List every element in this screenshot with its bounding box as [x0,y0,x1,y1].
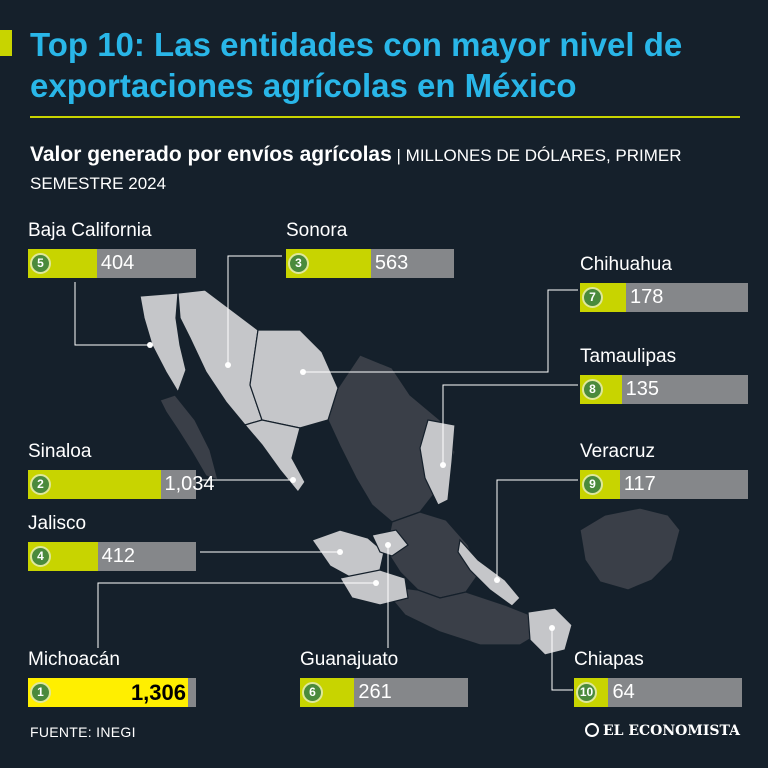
dot-chihuahua [300,369,306,375]
map-region-yucatan [579,507,681,591]
state-name: Michoacán [28,649,120,670]
rank-badge: 3 [288,253,309,274]
rank-badge: 5 [30,253,51,274]
value-bar: 404 [28,249,196,278]
rank-badge: 8 [582,379,603,400]
rank-badge: 2 [30,474,51,495]
map-state-michoacan [339,569,409,606]
title-accent-bar [0,30,12,56]
title-divider [30,116,740,118]
value-bar: 178 [580,283,748,312]
value-bar: 1,306 [28,678,196,707]
value-bar: 64 [574,678,742,707]
state-name: Chiapas [574,649,644,670]
value-bar: 135 [580,375,748,404]
state-name: Sonora [286,220,348,241]
dot-veracruz [494,577,500,583]
value-label: 135 [625,378,660,400]
dot-chiapas [549,625,555,631]
rank-badge: 10 [576,682,597,703]
value-label: 404 [100,252,135,274]
dot-sonora [225,362,231,368]
brand-name: EL ECONOMISTA [602,723,740,739]
state-name: Baja California [28,220,152,241]
value-label: 563 [374,252,409,274]
map-state-baja-california [139,292,187,394]
state-name: Guanajuato [300,649,399,670]
state-name: Veracruz [580,441,655,462]
brand-logo: EL ECONOMISTA [584,723,740,739]
dot-michoacan [373,580,379,586]
map-state-sinaloa [243,419,306,493]
value-label: 117 [623,473,656,495]
leader-michoacan [97,582,376,648]
rank-badge: 7 [582,287,603,308]
rank-badge: 6 [302,682,323,703]
dot-jalisco [337,549,343,555]
leader-sonora [227,255,282,365]
dot-guanajuato [385,542,391,548]
chart-subtitle: Valor generado por envíos agrícolas | MI… [30,141,730,198]
value-bar: 261 [300,678,468,707]
value-label: 178 [629,286,664,308]
value-label: 412 [101,545,136,567]
leader-tamaulipas [442,384,578,465]
subtitle-bold: Valor generado por envíos agrícolas [30,143,392,166]
leader-chiapas [551,628,573,691]
dot-baja-california [147,342,153,348]
value-bar: 563 [286,249,454,278]
subtitle-units: MILLONES DE DÓLARES, PRIMER SEMESTRE 202… [30,146,682,193]
leader-dots [147,342,555,631]
leader-baja-california [74,282,150,346]
chart-title: Top 10: Las entidades con mayor nivel de… [30,26,683,104]
leader-veracruz [496,479,578,580]
state-name: Sinaloa [28,441,92,462]
dot-tamaulipas [440,462,446,468]
map-state-chiapas [527,607,573,656]
state-name: Chihuahua [580,254,672,275]
dot-sinaloa [290,477,296,483]
map-state-sonora [177,289,263,426]
map-state-jalisco [311,529,385,579]
map-state-veracruz [457,538,521,607]
rank-badge: 9 [582,474,603,495]
value-label: 261 [358,681,392,703]
value-bar: 117 [580,470,748,499]
value-label: 1,306 [130,680,186,705]
rank-badge: 1 [30,682,51,703]
brand-circle-icon [584,723,599,737]
map-state-chihuahua [249,329,339,429]
leader-lines [74,255,578,691]
source-note: FUENTE: INEGI [30,724,136,740]
state-name: Jalisco [28,513,87,534]
value-bar: 412 [28,542,196,571]
map-state-tamaulipas [419,419,456,506]
value-label: 64 [612,681,635,703]
map-region-bcs [159,394,219,481]
map-light-states [139,289,573,656]
value-label: 1,034 [164,473,215,495]
state-name: Tamaulipas [580,346,677,367]
value-bar-fill [28,678,188,707]
leader-chihuahua [303,289,578,373]
map-dark-states [159,354,681,646]
value-bar: 1,034 [28,470,215,499]
subtitle-separator: | [391,146,406,165]
rank-badge: 4 [30,546,51,567]
